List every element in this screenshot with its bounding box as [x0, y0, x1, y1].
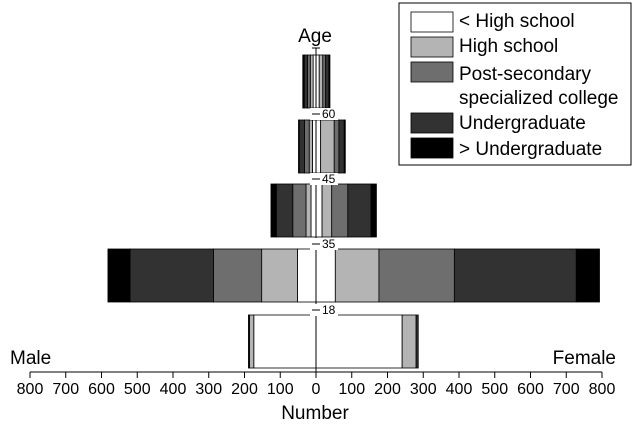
male-side-label: Male: [10, 348, 51, 369]
x-tick-label-1: 700: [52, 381, 79, 398]
bar-male-1-2: [212, 248, 263, 303]
legend-label-0: < High school: [459, 11, 575, 32]
bar-male-2-3: [275, 183, 294, 238]
bar-female-4-2: [322, 54, 327, 109]
x-tick-label-0: 800: [17, 381, 44, 398]
bar-male-4-1: [309, 54, 314, 109]
age-group-3: [298, 119, 346, 174]
x-tick-label-9: 100: [338, 381, 365, 398]
x-tick-label-7: 100: [267, 381, 294, 398]
bar-male-0-0: [253, 314, 317, 369]
age-label-2: 45: [322, 172, 336, 186]
x-tick-label-6: 200: [231, 381, 258, 398]
age-group-2: [270, 183, 377, 238]
legend-label-1: High school: [459, 36, 558, 57]
x-tick-label-15: 700: [553, 381, 580, 398]
legend-label-4: > Undergraduate: [459, 139, 602, 160]
bar-female-1-1: [334, 248, 380, 303]
x-tick-label-14: 600: [517, 381, 544, 398]
age-group-1: [107, 248, 600, 303]
age-label-1: 35: [322, 237, 336, 251]
legend-swatch-3: [410, 112, 454, 134]
bar-male-2-2: [292, 183, 307, 238]
x-tick-label-2: 600: [88, 381, 115, 398]
bar-female-2-3: [347, 183, 372, 238]
bar-male-4-3: [303, 54, 308, 109]
age-label-backing-0: [310, 304, 338, 316]
legend-label-3: Undergraduate: [459, 113, 586, 134]
x-tick-label-10: 200: [374, 381, 401, 398]
x-tick-label-3: 500: [124, 381, 151, 398]
x-tick-label-16: 800: [589, 381, 616, 398]
bar-female-3-0: [315, 119, 322, 174]
age-group-0: [248, 314, 419, 369]
bar-female-4-4: [328, 54, 331, 109]
x-tick-label-8: 0: [312, 381, 321, 398]
bar-male-3-0: [312, 119, 317, 174]
legend-swatch-0: [410, 11, 454, 33]
age-label-0: 18: [322, 303, 336, 317]
bar-male-2-4: [270, 183, 277, 238]
age-label-backing-1: [310, 238, 338, 250]
legend-swatch-2: [410, 61, 454, 83]
bar-female-3-2: [333, 119, 340, 174]
age-label-backing-2: [310, 173, 338, 185]
x-tick-label-4: 400: [160, 381, 187, 398]
age-label-3: 60: [322, 107, 336, 121]
x-tick-label-12: 400: [446, 381, 473, 398]
x-tick-label-11: 300: [410, 381, 437, 398]
bar-male-3-4: [298, 119, 300, 174]
bar-male-4-2: [307, 54, 311, 109]
x-tick-label-13: 500: [481, 381, 508, 398]
y-axis-title: Age: [298, 26, 332, 47]
bar-female-1-0: [315, 248, 336, 303]
bar-female-0-0: [315, 314, 403, 369]
legend-swatch-4: [410, 137, 454, 159]
bar-male-1-3: [129, 248, 214, 303]
x-axis: 800 700 600 500 400 300 200 100 0 100 200 300 400 500…: [17, 371, 616, 398]
bar-male-3-2: [304, 119, 310, 174]
bar-female-2-2: [331, 183, 349, 238]
legend-label-2-line-1: specialized college: [459, 88, 619, 109]
bar-male-2-0: [310, 183, 317, 238]
bar-male-4-4: [302, 54, 305, 109]
bar-male-0-3: [248, 314, 250, 369]
bar-female-3-1: [320, 119, 335, 174]
x-axis-title: Number: [281, 403, 349, 424]
bar-male-0-1: [249, 314, 255, 369]
age-label-backing-3: [310, 108, 338, 120]
bar-male-2-1: [305, 183, 312, 238]
bar-female-4-1: [318, 54, 324, 109]
bar-female-3-4: [343, 119, 346, 174]
female-side-label: Female: [553, 348, 616, 369]
bar-male-1-1: [261, 248, 298, 303]
center-axis: 18 35 45 60: [310, 47, 338, 372]
bar-male-1-0: [297, 248, 317, 303]
bar-female-2-4: [370, 183, 377, 238]
legend: < High school High school Post-secondary sp…: [398, 2, 632, 166]
legend-label-2-line-0: Post-secondary: [459, 64, 592, 85]
bar-female-0-3: [415, 314, 419, 369]
bar-female-0-1: [401, 314, 417, 369]
bar-male-3-3: [298, 119, 305, 174]
bar-female-1-2: [378, 248, 455, 303]
bar-male-1-4: [107, 248, 131, 303]
bar-male-3-1: [308, 119, 313, 174]
bar-female-2-0: [315, 183, 323, 238]
legend-swatch-1: [410, 36, 454, 58]
bar-female-1-3: [453, 248, 577, 303]
x-tick-label-5: 300: [195, 381, 222, 398]
bar-layer: [107, 54, 600, 369]
bar-female-2-1: [321, 183, 333, 238]
bar-female-1-4: [575, 248, 600, 303]
bar-female-4-3: [325, 54, 330, 109]
bar-female-3-3: [338, 119, 345, 174]
